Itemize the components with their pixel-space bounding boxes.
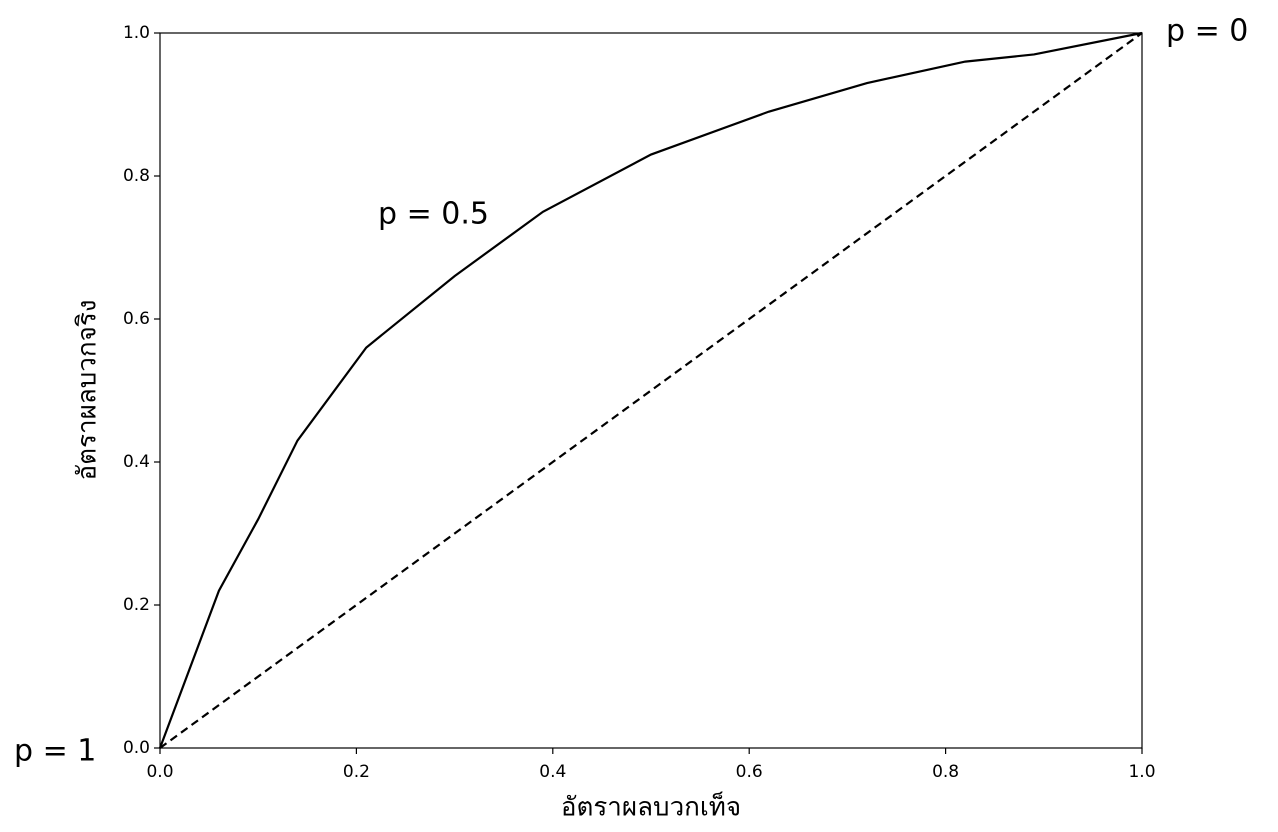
y-tick-label: 0.0 [123,738,150,758]
y-tick-label: 0.2 [123,595,150,615]
y-tick-label: 0.8 [123,166,150,186]
diagonal-line [159,32,1143,749]
x-tick-label: 0.2 [343,762,370,782]
x-axis-label: อัตราผลบวกเท็จ [561,791,741,823]
annotation: p = 1 [14,734,96,769]
y-tick-label: 0.6 [123,309,150,329]
x-tick-label: 0.6 [736,762,763,782]
x-tick-label: 0.4 [539,762,566,782]
annotation: p = 0 [1166,14,1248,49]
x-tick-label: 1.0 [1128,762,1155,782]
roc-curve [158,31,1143,749]
plot-frame [159,32,1143,749]
y-tick-label: 0.4 [123,452,150,472]
x-tick-label: 0.0 [146,762,173,782]
annotation: p = 0.5 [378,197,489,232]
y-tick-label: 1.0 [123,23,150,43]
y-axis-label: อัตราผลบวกจริง [73,300,103,481]
x-tick-label: 0.8 [932,762,959,782]
